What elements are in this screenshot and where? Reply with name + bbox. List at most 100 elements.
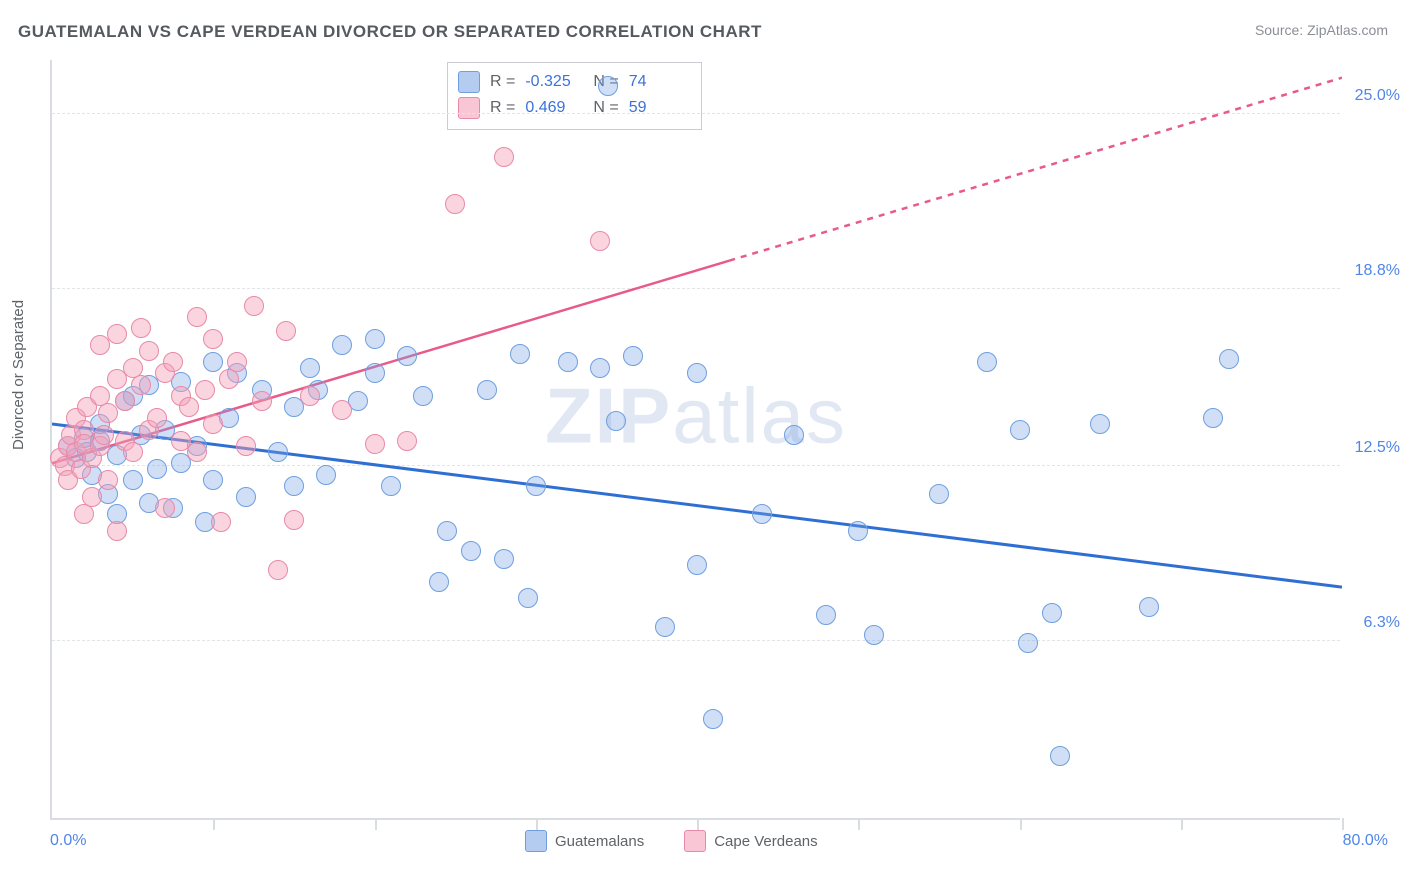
data-point	[365, 363, 385, 383]
data-point	[590, 358, 610, 378]
data-point	[365, 434, 385, 454]
data-point	[236, 487, 256, 507]
data-point	[147, 408, 167, 428]
legend-item: Guatemalans	[525, 830, 644, 852]
data-point	[107, 521, 127, 541]
x-axis-max-label: 80.0%	[1343, 832, 1388, 850]
legend-label: Cape Verdeans	[714, 833, 817, 850]
data-point	[252, 391, 272, 411]
data-point	[211, 512, 231, 532]
data-point	[1219, 349, 1239, 369]
data-point	[332, 400, 352, 420]
data-point	[94, 425, 114, 445]
y-axis-label: Divorced or Separated	[10, 300, 27, 450]
data-point	[526, 476, 546, 496]
data-point	[163, 352, 183, 372]
data-point	[848, 521, 868, 541]
data-point	[687, 555, 707, 575]
data-point	[316, 465, 336, 485]
legend-swatch-icon	[684, 830, 706, 852]
data-point	[590, 231, 610, 251]
data-point	[115, 391, 135, 411]
data-point	[82, 487, 102, 507]
data-point	[1139, 597, 1159, 617]
data-point	[332, 335, 352, 355]
data-point	[155, 498, 175, 518]
data-point	[429, 572, 449, 592]
data-point	[1050, 746, 1070, 766]
data-point	[268, 560, 288, 580]
y-tick-label: 12.5%	[1355, 439, 1400, 457]
data-point	[381, 476, 401, 496]
scatter-plot-area: ZIPatlas R = -0.325 N = 74 R = 0.469 N =…	[50, 60, 1340, 820]
x-tick	[1020, 818, 1022, 830]
data-point	[977, 352, 997, 372]
data-point	[558, 352, 578, 372]
y-tick-label: 6.3%	[1364, 614, 1400, 632]
data-point	[397, 346, 417, 366]
x-tick	[858, 818, 860, 830]
data-point	[494, 147, 514, 167]
data-point	[284, 476, 304, 496]
data-point	[300, 386, 320, 406]
data-point	[518, 588, 538, 608]
legend: Guatemalans Cape Verdeans	[525, 830, 818, 852]
data-point	[703, 709, 723, 729]
data-point	[179, 397, 199, 417]
data-point	[98, 470, 118, 490]
data-point	[300, 358, 320, 378]
data-point	[510, 344, 530, 364]
data-point	[1042, 603, 1062, 623]
data-point	[1018, 633, 1038, 653]
data-point	[131, 318, 151, 338]
legend-swatch-icon	[525, 830, 547, 852]
source-credit: Source: ZipAtlas.com	[1255, 22, 1388, 38]
data-point	[227, 352, 247, 372]
data-point	[187, 307, 207, 327]
data-point	[687, 363, 707, 383]
data-point	[236, 436, 256, 456]
data-point	[397, 431, 417, 451]
data-point	[203, 414, 223, 434]
data-point	[752, 504, 772, 524]
data-point	[203, 470, 223, 490]
data-point	[494, 549, 514, 569]
x-tick	[697, 818, 699, 830]
x-tick	[1181, 818, 1183, 830]
data-point	[195, 380, 215, 400]
legend-item: Cape Verdeans	[684, 830, 817, 852]
data-point	[929, 484, 949, 504]
y-tick-label: 18.8%	[1355, 262, 1400, 280]
legend-label: Guatemalans	[555, 833, 644, 850]
data-point	[445, 194, 465, 214]
x-axis-min-label: 0.0%	[50, 832, 86, 850]
data-point	[284, 510, 304, 530]
data-point	[461, 541, 481, 561]
data-point	[107, 324, 127, 344]
data-point	[268, 442, 288, 462]
data-point	[784, 425, 804, 445]
data-point	[187, 442, 207, 462]
data-point	[244, 296, 264, 316]
data-point	[437, 521, 457, 541]
x-tick	[536, 818, 538, 830]
data-point	[1010, 420, 1030, 440]
data-point	[623, 346, 643, 366]
x-tick	[1342, 818, 1344, 830]
y-tick-label: 25.0%	[1355, 87, 1400, 105]
data-point	[147, 459, 167, 479]
chart-title: GUATEMALAN VS CAPE VERDEAN DIVORCED OR S…	[18, 22, 762, 42]
data-point	[598, 76, 618, 96]
data-point	[1090, 414, 1110, 434]
data-point	[131, 375, 151, 395]
data-point	[413, 386, 433, 406]
x-tick	[375, 818, 377, 830]
data-point	[123, 470, 143, 490]
data-point	[203, 329, 223, 349]
data-point	[276, 321, 296, 341]
data-point	[365, 329, 385, 349]
data-point	[203, 352, 223, 372]
data-point	[606, 411, 626, 431]
data-point	[655, 617, 675, 637]
data-point	[139, 341, 159, 361]
